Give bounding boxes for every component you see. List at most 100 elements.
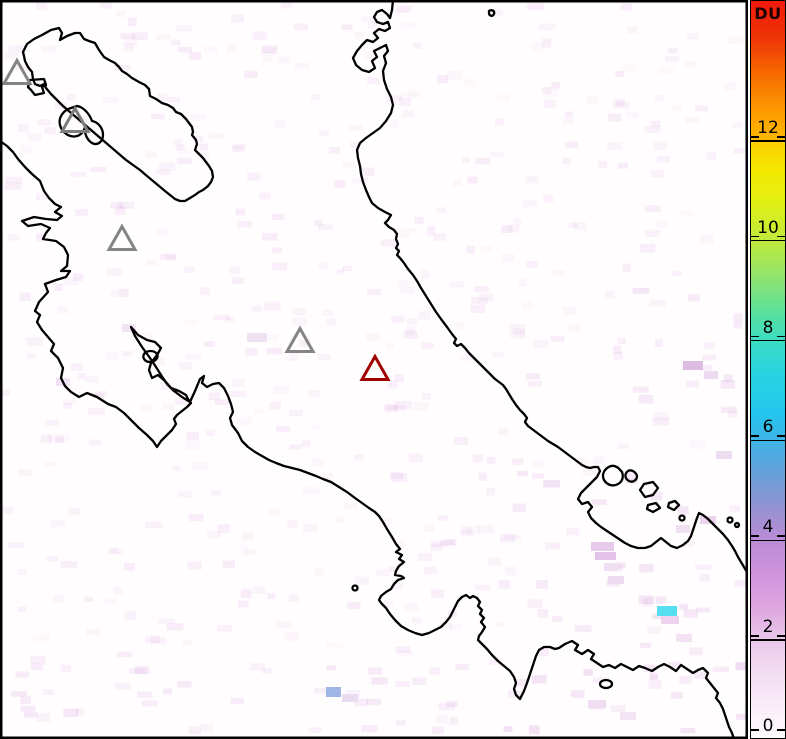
noise-pixel bbox=[396, 5, 412, 13]
noise-pixel bbox=[55, 436, 64, 443]
noise-pixel bbox=[526, 261, 538, 268]
noise-pixel bbox=[685, 61, 698, 68]
noise-pixel bbox=[310, 94, 321, 100]
colorbar-boundary-line bbox=[751, 439, 785, 442]
noise-pixel bbox=[703, 341, 715, 349]
noise-pixel bbox=[156, 227, 168, 237]
noise-pixel bbox=[367, 77, 380, 85]
noise-pixel bbox=[200, 287, 210, 295]
noise-pixel bbox=[226, 45, 237, 52]
noise-pixel bbox=[688, 294, 700, 302]
noise-pixel bbox=[733, 148, 748, 154]
noise-pixel bbox=[246, 549, 258, 555]
noise-pixel bbox=[592, 456, 605, 465]
lake-nicaragua-outline bbox=[21, 26, 215, 203]
noise-pixel bbox=[176, 149, 193, 155]
noise-pixel bbox=[106, 352, 120, 360]
colorbar-tick-mark bbox=[751, 435, 759, 438]
noise-pixel bbox=[40, 434, 52, 443]
noise-pixel bbox=[518, 279, 527, 287]
noise-pixel bbox=[222, 560, 235, 569]
noise-pixel bbox=[679, 676, 692, 684]
noise-pixel bbox=[538, 23, 556, 31]
noise-pixel bbox=[44, 127, 56, 135]
noise-pixel bbox=[477, 524, 495, 534]
colorbar-tick-label: 2 bbox=[762, 617, 774, 638]
noise-pixel bbox=[402, 109, 415, 118]
noise-pixel bbox=[728, 36, 743, 44]
noise-pixel bbox=[391, 473, 408, 482]
noise-pixel bbox=[686, 33, 699, 40]
noise-pixel bbox=[124, 36, 138, 45]
noise-pixel bbox=[734, 580, 748, 587]
noise-pixel bbox=[186, 431, 199, 441]
noise-pixel bbox=[326, 641, 344, 649]
noise-pixel bbox=[398, 98, 412, 107]
noise-pixel bbox=[259, 192, 271, 200]
noise-pixel bbox=[390, 119, 399, 129]
noise-pixel bbox=[422, 393, 431, 400]
noise-pixel bbox=[277, 56, 290, 64]
noise-pixel bbox=[733, 313, 743, 323]
noise-pixel bbox=[66, 94, 77, 101]
noise-pixel bbox=[100, 1, 112, 9]
noise-pixel bbox=[395, 720, 407, 726]
noise-pixel bbox=[368, 667, 382, 675]
noise-pixel bbox=[453, 436, 468, 445]
noise-pixel bbox=[269, 401, 281, 410]
noise-pixel bbox=[393, 405, 407, 411]
noise-pixel bbox=[586, 95, 598, 104]
noise-pixel bbox=[308, 727, 322, 733]
noise-pixel bbox=[354, 576, 370, 585]
noise-pixel bbox=[424, 566, 438, 575]
noise-pixel bbox=[552, 270, 566, 276]
noise-pixel bbox=[371, 677, 388, 685]
noise-pixel bbox=[541, 38, 552, 48]
noise-pixel bbox=[235, 208, 246, 216]
noise-pixel bbox=[644, 126, 661, 133]
volcano-marker bbox=[59, 105, 91, 133]
noise-pixel bbox=[424, 524, 435, 532]
noise-pixel bbox=[670, 692, 683, 699]
noise-pixel bbox=[354, 454, 364, 461]
noise-pixel bbox=[617, 338, 626, 344]
colorbar-tick-label: 6 bbox=[762, 417, 774, 438]
noise-pixel bbox=[190, 113, 206, 121]
bocas-island-3 bbox=[638, 480, 660, 499]
noise-pixel bbox=[712, 666, 730, 673]
noise-pixel bbox=[514, 678, 528, 687]
noise-pixel bbox=[114, 682, 132, 690]
noise-pixel bbox=[632, 386, 649, 393]
noise-pixel bbox=[110, 290, 119, 298]
noise-pixel bbox=[455, 664, 469, 670]
noise-pixel bbox=[512, 503, 526, 513]
noise-pixel bbox=[230, 390, 247, 397]
noise-pixel bbox=[496, 93, 510, 102]
noise-pixel bbox=[472, 454, 483, 463]
noise-pixel bbox=[214, 399, 230, 405]
noise-pixel bbox=[289, 410, 303, 417]
noise-pixel bbox=[395, 400, 412, 409]
noise-pixel bbox=[650, 169, 664, 178]
noise-pixel bbox=[311, 424, 320, 430]
noise-pixel bbox=[230, 14, 244, 23]
colorbar-gradient bbox=[751, 1, 785, 738]
noise-pixel bbox=[522, 300, 533, 310]
noise-pixel bbox=[728, 410, 738, 418]
noise-pixel bbox=[446, 71, 463, 80]
noise-pixel bbox=[187, 561, 202, 570]
noise-pixel bbox=[325, 318, 337, 326]
noise-pixel bbox=[723, 82, 737, 91]
noise-pixel bbox=[109, 547, 119, 554]
noise-pixel bbox=[365, 51, 375, 59]
noise-pixel bbox=[132, 32, 148, 40]
anomaly-pixel bbox=[676, 634, 692, 642]
noise-pixel bbox=[614, 351, 624, 360]
noise-pixel bbox=[528, 381, 542, 387]
noise-pixel bbox=[615, 98, 625, 107]
colorbar-boundary-line bbox=[751, 639, 785, 641]
noise-pixel bbox=[116, 651, 133, 658]
noise-pixel bbox=[194, 135, 204, 142]
noise-pixel bbox=[729, 505, 740, 513]
